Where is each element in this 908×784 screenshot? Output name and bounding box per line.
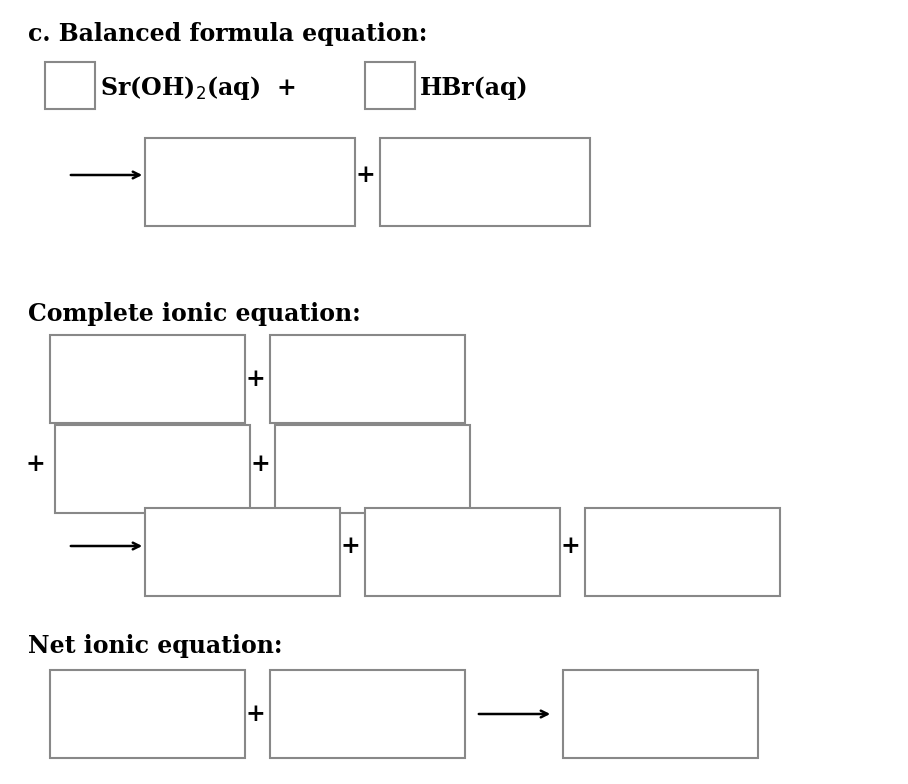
Bar — [50, 335, 245, 423]
Text: +: + — [245, 702, 265, 726]
Text: Complete ionic equation:: Complete ionic equation: — [28, 302, 360, 326]
Text: +: + — [340, 534, 360, 558]
Text: +: + — [560, 534, 580, 558]
Bar — [45, 62, 95, 109]
Text: Sr(OH)$_2$(aq)  +: Sr(OH)$_2$(aq) + — [100, 74, 296, 102]
Bar — [275, 425, 470, 513]
Text: Net ionic equation:: Net ionic equation: — [28, 634, 282, 658]
Text: +: + — [250, 452, 270, 476]
Bar — [50, 670, 245, 758]
Text: c. Balanced formula equation:: c. Balanced formula equation: — [28, 22, 428, 46]
Text: +: + — [25, 452, 44, 476]
Bar — [585, 508, 780, 596]
Bar — [380, 138, 590, 226]
Bar — [145, 138, 355, 226]
Bar — [270, 670, 465, 758]
Bar — [270, 335, 465, 423]
Bar — [365, 508, 560, 596]
Bar — [365, 62, 415, 109]
Text: +: + — [355, 163, 375, 187]
Bar — [145, 508, 340, 596]
Text: +: + — [245, 367, 265, 391]
Text: HBr(aq): HBr(aq) — [420, 76, 528, 100]
Bar — [55, 425, 250, 513]
Bar — [563, 670, 758, 758]
